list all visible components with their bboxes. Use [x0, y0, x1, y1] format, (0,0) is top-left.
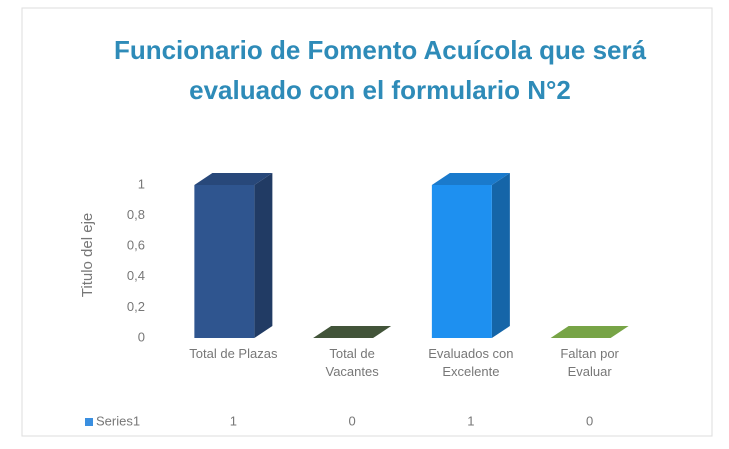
y-tick-label: 0,8	[127, 207, 145, 222]
bar	[431, 185, 492, 338]
bar	[194, 185, 255, 338]
bar-top	[194, 173, 273, 185]
y-tick-label: 0,4	[127, 268, 145, 283]
y-tick-label: 0	[138, 329, 145, 344]
x-tick-label: Evaluados con Excelente	[428, 346, 514, 379]
x-tick-label: Total de Vacantes	[325, 346, 379, 379]
y-tick-label: 0,2	[127, 299, 145, 314]
y-axis-label: Titulo del eje	[79, 213, 96, 298]
bar-top	[431, 173, 510, 185]
bar-top	[313, 326, 392, 338]
data-table-value: 0	[586, 413, 593, 428]
legend-key	[85, 418, 93, 426]
data-table-value: 1	[467, 413, 474, 428]
x-tick-label: Total de Plazas	[189, 346, 278, 361]
data-table-value: 1	[230, 413, 237, 428]
bar-side	[491, 173, 510, 338]
data-table-value: 0	[349, 413, 356, 428]
y-tick-label: 0,6	[127, 238, 145, 253]
y-tick-label: 1	[138, 176, 145, 191]
x-tick-label: Faltan por Evaluar	[560, 346, 619, 379]
bar-side	[254, 173, 273, 338]
chart-title: Funcionario de Fomento Acuícola que será…	[113, 35, 647, 105]
bar-top	[550, 326, 629, 338]
legend-label: Series1	[96, 413, 140, 428]
chart-frame	[21, 7, 713, 437]
